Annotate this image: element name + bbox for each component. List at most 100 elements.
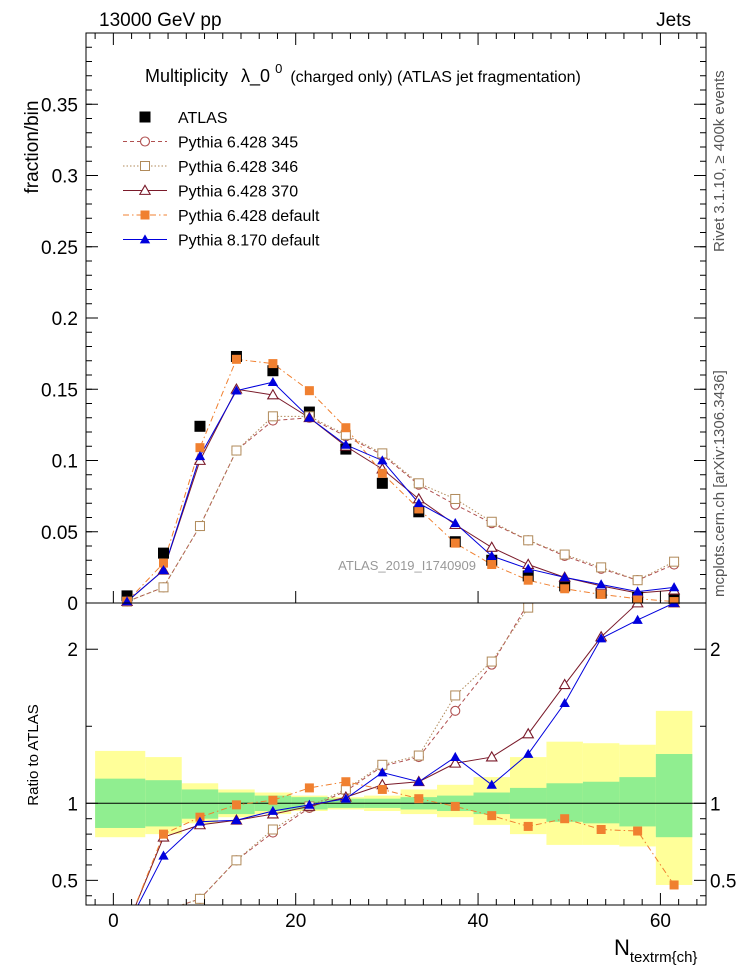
series-5-point [450, 518, 461, 528]
main-y-axis: 0 0.05 0.1 0.15 0.2 0.25 0.3 0.35 [41, 46, 706, 615]
main-ytick-label: 0.05 [41, 523, 78, 544]
series-4-point [159, 558, 168, 568]
ratio-series-4-point [523, 748, 534, 758]
ratio-series-2-point [558, 678, 571, 690]
ratio-plot-data [86, 603, 706, 905]
main-ytick-label: 0.25 [41, 238, 78, 259]
ratio-series-4-point [231, 815, 242, 825]
legend-label: Pythia 8.170 default [178, 233, 320, 250]
rivet-info: Rivet 3.1.10, ≥ 400k events [711, 70, 728, 252]
ratio-ytick-label-right: 0.5 [710, 871, 736, 892]
ratio-series-3-point [304, 783, 314, 793]
ratio-series-1-point [231, 855, 242, 866]
ratio-series-1-point [194, 893, 205, 904]
main-title: Multiplicity λ_0 0 (charged only) (ATLAS… [145, 57, 581, 87]
ratio-ylabel: Ratio to ATLAS [25, 704, 42, 805]
ratio-series-1-point [450, 690, 461, 701]
ratio-series-3-point [341, 777, 351, 787]
ratio-series-0-point [450, 705, 461, 716]
series-2-point [559, 549, 570, 560]
ratio-series-4-point [486, 779, 497, 789]
legend: ATLAS Pythia 6.428 345 Pythia 6.428 346 Pyt… [123, 110, 320, 250]
ratio-series-4-point [158, 850, 169, 860]
ratio-series-3-point [159, 829, 168, 839]
series-0-point [376, 477, 388, 489]
series-4-point [633, 594, 643, 604]
series-5-point [668, 582, 680, 592]
series-4-point [341, 423, 351, 433]
jets-label: Jets [656, 10, 691, 31]
series-2-point [413, 478, 424, 489]
ratio-series-3-point [268, 795, 278, 805]
ratio-series-3-point [596, 825, 606, 834]
legend-marker [139, 136, 151, 147]
series-4-point [596, 589, 606, 599]
main-ytick-label: 0.2 [52, 309, 78, 330]
series-4-point [377, 468, 387, 478]
series-4-point [414, 504, 424, 514]
main-ytick-label: 0.3 [52, 167, 78, 188]
series-2-point [450, 493, 461, 504]
ratio-plot-frame [85, 602, 707, 906]
ratio-series-3-point [523, 821, 533, 831]
series-3-point [485, 541, 498, 552]
ratio-series-1-point [267, 824, 278, 835]
series-5-point [304, 412, 315, 422]
main-ytick-label: 0.35 [41, 95, 78, 116]
ratio-series [135, 603, 681, 905]
series-5-point [267, 376, 279, 387]
ratio-series-4-point [595, 633, 607, 643]
ratio-axes: 0.5 0.51 12 20 20 40 60 [52, 33, 736, 932]
series-4-point [669, 597, 679, 607]
ratio-series-1-line [180, 607, 529, 905]
ratio-series-2-line [135, 603, 675, 905]
main-ylabel: fraction/bin [22, 101, 43, 194]
ratio-series-3-point [633, 826, 643, 836]
series-5-point [158, 565, 169, 575]
series-0-point [194, 420, 206, 432]
series-5-point [595, 579, 607, 589]
series-2-point [267, 411, 278, 422]
legend-marker [139, 234, 151, 244]
series-4-point [304, 386, 314, 396]
series-5-point [632, 586, 643, 596]
ratio-series-3-point [560, 814, 570, 824]
main-plot-data [120, 350, 681, 607]
ratio-series-3-point [414, 794, 424, 804]
ratio-series-4-point [340, 793, 352, 803]
ratio-series-4-point [377, 767, 388, 777]
series-2-point [632, 575, 643, 586]
legend-marker [140, 161, 150, 171]
ratio-series-4-point [413, 776, 424, 786]
collision-label: 13000 GeV pp [99, 10, 222, 31]
xtick-label: 0 [108, 911, 119, 932]
main-ytick-label: 0 [67, 594, 78, 615]
ratio-series-2-point [485, 750, 498, 762]
main-ytick-label: 0.15 [41, 380, 78, 401]
ratio-series-3-line [135, 781, 675, 905]
ratio-series-0-line [180, 603, 529, 905]
ratio-series-3-point [377, 784, 387, 794]
series-0-point [267, 365, 279, 377]
ratio-ytick-label: 2 [67, 640, 78, 661]
series-2-point [596, 562, 607, 573]
series-2-line [126, 415, 675, 603]
ratio-ytick-label-right: 1 [710, 794, 721, 815]
series-2-point [194, 521, 205, 532]
ratio-ytick-label: 1 [67, 794, 78, 815]
series-5-point [377, 455, 388, 465]
series-2-point [158, 582, 169, 593]
series-4-point [195, 443, 205, 453]
legend-label: Pythia 6.428 345 [178, 135, 298, 152]
series-5-point [340, 439, 352, 449]
ratio-series-1-point [523, 603, 534, 613]
ratio-ytick-label-right: 2 [710, 640, 721, 661]
series-4-line [126, 358, 675, 603]
series-2-point [231, 445, 242, 456]
mcplots-info: mcplots.cern.ch [arXiv:1306.3436] [711, 370, 728, 597]
series-4-point [231, 354, 241, 364]
ratio-series-4-point [559, 697, 570, 708]
ratio-series-4-line [137, 603, 675, 905]
series-2-point [523, 535, 534, 546]
